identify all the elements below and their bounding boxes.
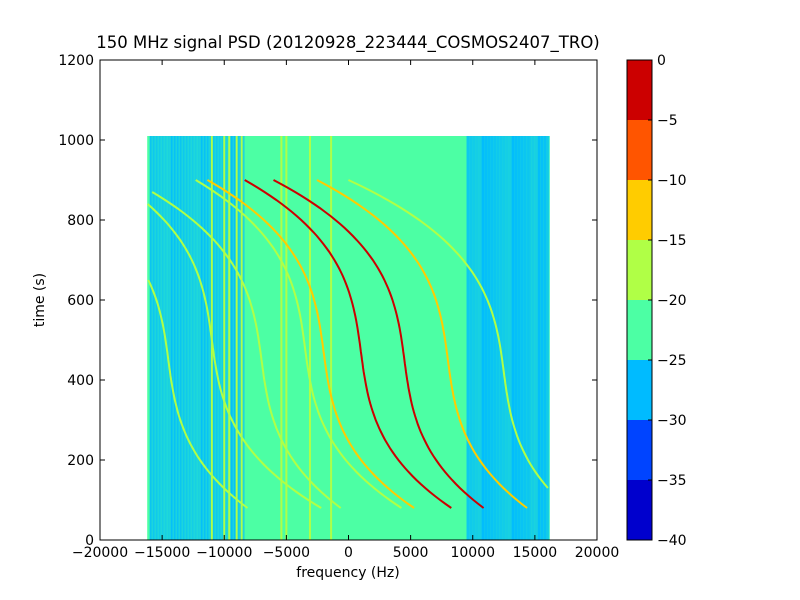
colorbar-segment	[627, 420, 652, 480]
colorbar-segment	[627, 120, 652, 180]
doppler-track	[151, 191, 342, 509]
y-tick-label: 1200	[58, 53, 94, 69]
colorbar-segment	[627, 360, 652, 420]
x-tick-label: −10000	[196, 545, 252, 561]
x-tick-label: 0	[344, 545, 353, 561]
doppler-track	[146, 203, 322, 509]
doppler-track	[147, 279, 249, 509]
colorbar-segment	[627, 180, 652, 240]
x-tick-label: 5000	[393, 545, 429, 561]
carrier-line	[223, 136, 226, 540]
colorbar-segment	[627, 60, 652, 120]
x-tick-label: 15000	[513, 545, 558, 561]
doppler-track	[273, 179, 485, 509]
y-tick-label: 600	[67, 293, 94, 309]
doppler-track	[244, 179, 452, 509]
carrier-line	[235, 136, 238, 540]
doppler-track	[195, 179, 402, 509]
doppler-track	[347, 179, 549, 489]
y-tick-label: 800	[67, 213, 94, 229]
colorbar-tick-label: −35	[657, 473, 687, 489]
x-axis-label: frequency (Hz)	[296, 565, 399, 581]
plot-area	[146, 136, 550, 540]
colorbar-tick-label: −40	[657, 533, 687, 549]
x-tick-label: 20000	[575, 545, 620, 561]
colorbar-tick-label: −10	[657, 173, 687, 189]
doppler-track	[316, 179, 528, 509]
x-tick-label: −5000	[263, 545, 310, 561]
carrier-line	[285, 136, 288, 540]
colorbar-tick-label: −15	[657, 233, 687, 249]
colorbar-tick-label: −25	[657, 353, 687, 369]
y-tick-label: 1000	[58, 133, 94, 149]
colorbar-tick-label: 0	[657, 53, 666, 69]
colorbar: −40 −35 −30 −25 −20 −15 −10 −5 0	[626, 53, 687, 549]
colorbar-segment	[627, 300, 652, 360]
y-tick-label: 0	[85, 533, 94, 549]
carrier-line	[330, 136, 333, 540]
y-tick-label: 400	[67, 373, 94, 389]
carrier-line	[228, 136, 231, 540]
colorbar-tick-label: −30	[657, 413, 687, 429]
noise-band	[149, 136, 245, 540]
colorbar-tick-label: −20	[657, 293, 687, 309]
x-tick-label: −15000	[134, 545, 190, 561]
carrier-line	[240, 136, 243, 540]
y-axis: 0 200 400 600 800 1000 1200	[58, 53, 597, 549]
noise-band	[466, 136, 530, 540]
y-axis-label: time (s)	[32, 273, 48, 327]
x-tick-label: −20000	[72, 545, 128, 561]
y-tick-label: 200	[67, 453, 94, 469]
carrier-line	[280, 136, 283, 540]
noise-band	[528, 136, 550, 540]
colorbar-segment	[627, 240, 652, 300]
chart-title: 150 MHz signal PSD (20120928_223444_COSM…	[96, 33, 600, 53]
x-tick-label: 10000	[450, 545, 495, 561]
carrier-line	[308, 136, 311, 540]
doppler-track	[206, 179, 415, 509]
x-axis: −20000 −15000 −10000 −5000 0 5000 10000 15000 20…	[72, 60, 619, 561]
colorbar-segment	[627, 480, 652, 540]
colorbar-tick-label: −5	[657, 113, 678, 129]
